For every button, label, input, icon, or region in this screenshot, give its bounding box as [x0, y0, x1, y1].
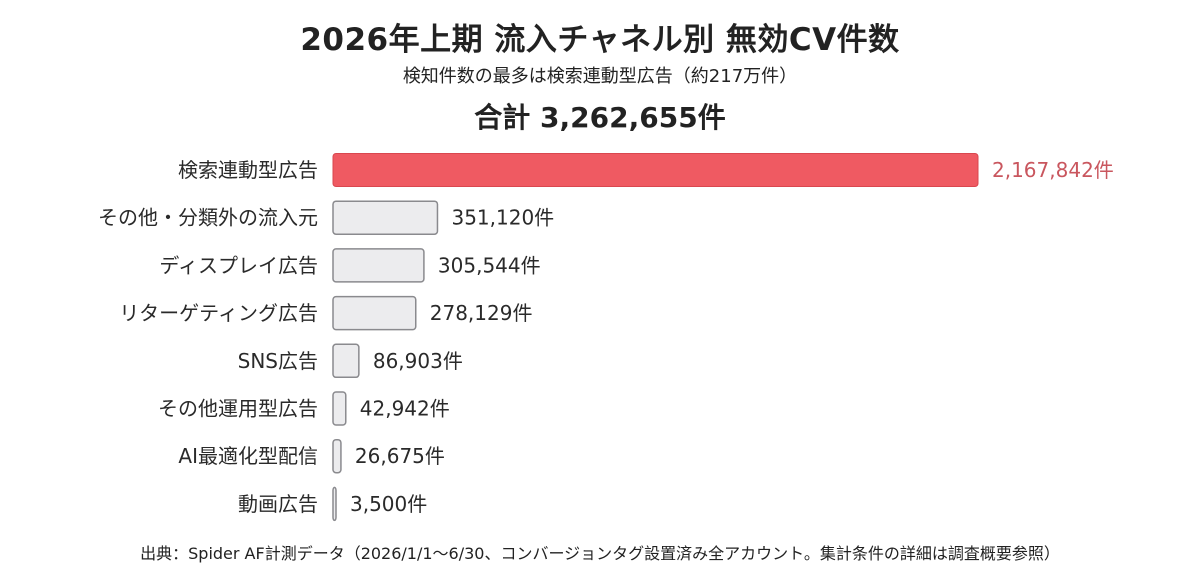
value-label: 278,129件 — [430, 301, 533, 325]
chart-subtitle: 検知件数の最多は検索連動型広告（約217万件） — [402, 66, 798, 87]
category-label: ディスプレイ広告 — [159, 253, 318, 277]
bar — [332, 391, 347, 426]
value-label: 2,167,842件 — [992, 158, 1114, 182]
value-label: 351,120件 — [451, 206, 554, 230]
bar — [332, 343, 360, 379]
bar — [332, 438, 342, 474]
bar — [332, 153, 979, 187]
value-label: 305,544件 — [438, 253, 541, 277]
category-label: SNS広告 — [238, 349, 318, 373]
category-label: AI最適化型配信 — [178, 444, 318, 468]
chart-title: 2026年上期 流入チャネル別 無効CV件数 — [300, 22, 900, 58]
category-label: その他・分類外の流入元 — [98, 206, 318, 230]
bar — [332, 295, 417, 331]
category-label: 動画広告 — [238, 492, 318, 516]
total-count: 合計 3,262,655件 — [474, 101, 726, 134]
value-label: 42,942件 — [360, 397, 450, 421]
bar — [332, 200, 439, 235]
category-label: その他運用型広告 — [158, 397, 318, 421]
bar — [332, 486, 337, 522]
category-label: 検索連動型広告 — [178, 158, 318, 182]
source-note: 出典：Spider AF計測データ（2026/1/1〜6/30、コンバージョンタ… — [140, 544, 1060, 563]
category-label: リターゲティング広告 — [119, 301, 318, 325]
value-label: 26,675件 — [355, 444, 445, 468]
value-label: 86,903件 — [373, 349, 463, 373]
value-label: 3,500件 — [350, 492, 427, 516]
bar — [332, 248, 425, 283]
